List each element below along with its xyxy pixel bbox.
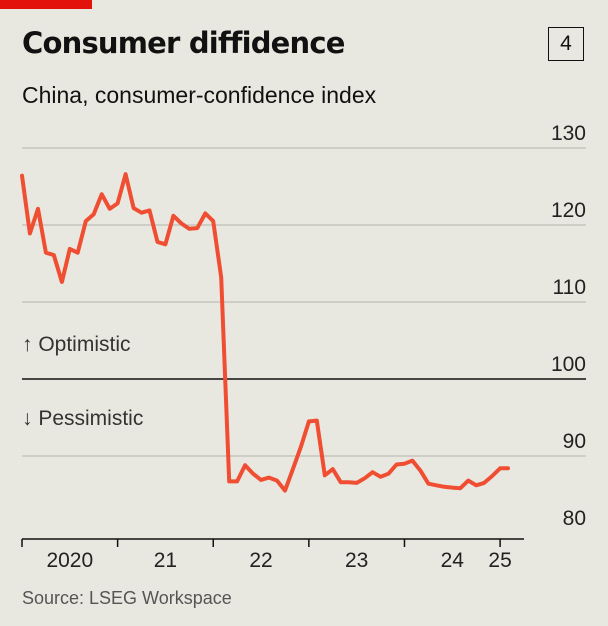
y-tick-label: 90 [563, 430, 586, 453]
annotation-pessimistic: ↓ Pessimistic [22, 407, 143, 430]
chart-number-badge: 4 [548, 27, 584, 61]
y-tick-label: 110 [553, 276, 586, 299]
brand-accent-bar [0, 0, 92, 9]
y-tick-label: 130 [551, 122, 586, 145]
x-tick-label: 23 [345, 549, 368, 572]
x-tick-label: 22 [249, 549, 272, 572]
y-tick-label: 100 [551, 353, 586, 376]
source-note: Source: LSEG Workspace [22, 588, 232, 608]
chart-title: Consumer diffidence [22, 26, 345, 60]
x-tick-label: 21 [154, 549, 177, 572]
y-tick-label: 120 [551, 199, 586, 222]
x-tick-label: 25 [488, 549, 511, 572]
y-tick-label: 80 [563, 507, 586, 530]
chart-subtitle: China, consumer-confidence index [22, 82, 377, 108]
x-tick-label: 24 [441, 549, 465, 572]
x-tick-label: 2020 [46, 549, 93, 572]
series-line-consumer-confidence [20, 172, 510, 493]
annotation-optimistic: ↑ Optimistic [22, 333, 131, 356]
